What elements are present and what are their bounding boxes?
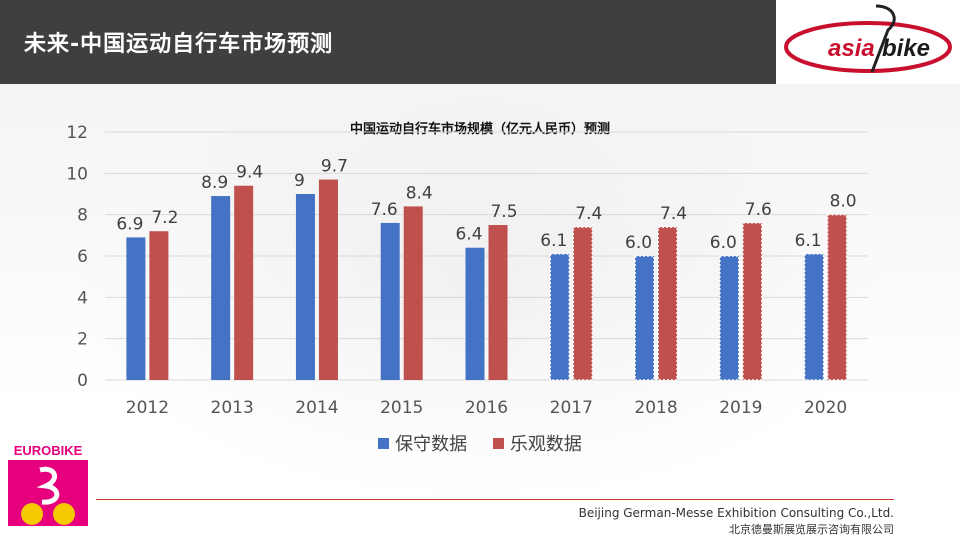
data-label-conservative: 6.1 [795,231,822,251]
bar-conservative [295,194,315,380]
bar-conservative [465,247,485,380]
footer-company-cn: 北京德曼斯展览展示咨询有限公司 [729,523,894,536]
data-label-conservative: 8.9 [201,173,228,193]
bar-optimistic [149,231,169,380]
bar-chart: 0 2 4 6 8 10 12 6.9 7.2 2012 8.9 9.4 2013 9 9.7 2014 7.6… [66,123,868,418]
y-tick-label: 8 [77,206,88,226]
bar-conservative [803,253,825,381]
bar-optimistic [403,206,423,380]
data-label-optimistic: 7.6 [745,200,772,220]
asiabike-logo: asia bike [776,0,960,84]
x-tick-label: 2014 [295,398,338,418]
data-label-optimistic: 7.4 [660,204,687,224]
data-label-optimistic: 8.4 [406,183,433,203]
y-tick-label: 4 [77,288,88,308]
asiabike-logo-text-asia: asia [828,35,875,62]
page-title: 未来-中国运动自行车市场预测 [24,32,334,57]
x-tick-label: 2019 [719,398,762,418]
chart-title: 中国运动自行车市场规模（亿元人民币）预测 [349,122,610,137]
bar-conservative [549,253,571,381]
legend-label-conservative: 保守数据 [395,434,468,455]
x-tick-label: 2015 [380,398,423,418]
data-label-conservative: 6.0 [710,233,737,253]
bar-conservative [211,196,231,380]
asiabike-logo-text-bike: bike [882,35,930,62]
data-label-conservative: 6.1 [540,231,567,251]
footer-divider [96,499,894,500]
y-tick-label: 10 [66,164,88,184]
bar-optimistic [657,226,678,381]
data-label-conservative: 6.4 [455,225,482,245]
data-label-optimistic: 9.4 [236,163,263,183]
eurobike-logo: EUROBIKE [8,440,88,526]
bar-optimistic [826,213,848,381]
eurobike-logo-text: EUROBIKE [14,443,83,458]
legend-item-optimistic: 乐观数据 [492,430,582,456]
bar-optimistic [318,179,338,380]
bar-conservative [719,255,740,381]
data-label-optimistic: 7.2 [151,208,178,228]
header-bar: 未来-中国运动自行车市场预测 [0,0,776,84]
legend-label-optimistic: 乐观数据 [509,434,582,455]
x-tick-label: 2016 [465,398,508,418]
bar-optimistic [234,185,254,380]
legend-swatch-conservative [378,438,390,449]
x-tick-label: 2013 [211,398,254,418]
data-label-conservative: 6.9 [116,214,143,234]
legend: 保守数据 乐观数据 [0,430,960,456]
chart-area: 中国运动自行车市场规模（亿元人民币）预测 0 2 4 6 8 10 12 6.9 7.2 2012… [0,90,960,470]
y-tick-label: 6 [77,247,88,267]
footer-company-en: Beijing German-Messe Exhibition Consulti… [578,506,894,520]
bar-optimistic [488,225,508,380]
y-tick-label: 2 [77,330,88,350]
x-tick-label: 2020 [804,398,847,418]
y-tick-label: 12 [66,123,88,143]
bar-conservative [126,237,146,380]
bar-optimistic [572,226,594,381]
x-tick-label: 2012 [126,398,169,418]
data-label-optimistic: 9.7 [321,157,348,177]
x-tick-label: 2018 [634,398,677,418]
bar-conservative [380,222,400,380]
data-label-optimistic: 8.0 [830,192,857,212]
legend-swatch-optimistic [492,438,504,449]
data-label-optimistic: 7.4 [575,204,602,224]
data-label-conservative: 9 [294,171,305,191]
data-label-optimistic: 7.5 [490,202,517,222]
bar-conservative [634,255,655,381]
legend-item-conservative: 保守数据 [378,430,467,456]
y-tick-label: 0 [77,371,88,391]
x-tick-label: 2017 [550,398,593,418]
bar-optimistic [742,222,763,381]
data-label-conservative: 7.6 [371,200,398,220]
data-label-conservative: 6.0 [625,233,652,253]
